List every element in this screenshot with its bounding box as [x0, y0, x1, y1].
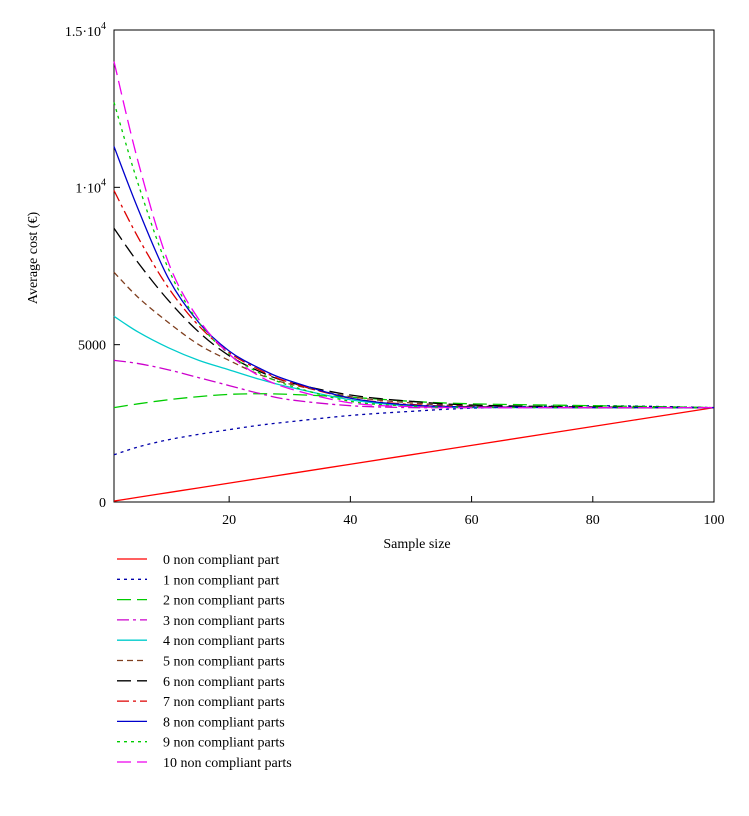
legend-label: 1 non compliant part	[163, 573, 279, 588]
legend-label: 6 non compliant parts	[163, 675, 285, 690]
y-tick-label-exponent: 4	[101, 21, 106, 32]
legend-label: 2 non compliant parts	[163, 594, 285, 609]
x-tick-label: 20	[222, 513, 236, 528]
y-tick-label: 1.5·104	[65, 21, 106, 40]
y-tick-label-base: 1·10	[75, 181, 101, 196]
x-tick-label: 60	[465, 513, 479, 528]
y-tick-label-base: 0	[99, 496, 106, 511]
legend-label: 9 non compliant parts	[163, 736, 285, 751]
plot-border	[113, 29, 715, 503]
series-line-8	[113, 146, 715, 409]
x-tick-label: 80	[586, 513, 600, 528]
series-lines	[113, 61, 715, 502]
y-tick-label-base: 1.5·10	[65, 25, 101, 40]
y-tick-label: 1·104	[75, 177, 106, 196]
x-axis: 20 40 60 80 100	[222, 496, 725, 528]
y-tick-label: 0	[99, 496, 106, 511]
x-axis-title: Sample size	[383, 537, 450, 552]
y-tick-label-base: 5000	[78, 339, 106, 354]
legend-label: 10 non compliant parts	[163, 756, 292, 771]
legend: 0 non compliant part 1 non compliant part…	[117, 553, 292, 771]
series-line-5	[113, 271, 715, 409]
series-line-10	[113, 61, 714, 409]
series-line-2	[113, 393, 715, 409]
legend-label: 0 non compliant part	[163, 553, 279, 568]
legend-label: 8 non compliant parts	[163, 715, 285, 730]
legend-label: 5 non compliant parts	[163, 655, 285, 670]
series-line-7	[113, 190, 715, 409]
series-line-6	[113, 227, 715, 409]
y-tick-label-exponent: 4	[101, 177, 106, 188]
legend-label: 4 non compliant parts	[163, 634, 285, 649]
series-line-9	[113, 102, 715, 409]
series-line-3	[113, 359, 714, 409]
y-axis-title: Average cost (€)	[26, 212, 41, 305]
x-tick-label: 40	[343, 513, 357, 528]
plot-frame	[113, 29, 715, 503]
legend-label: 3 non compliant parts	[163, 614, 285, 629]
series-line-0	[113, 406, 715, 502]
legend-label: 7 non compliant parts	[163, 695, 285, 710]
x-tick-label: 100	[704, 513, 725, 528]
series-line-1	[113, 405, 715, 456]
y-tick-label: 5000	[78, 339, 106, 354]
